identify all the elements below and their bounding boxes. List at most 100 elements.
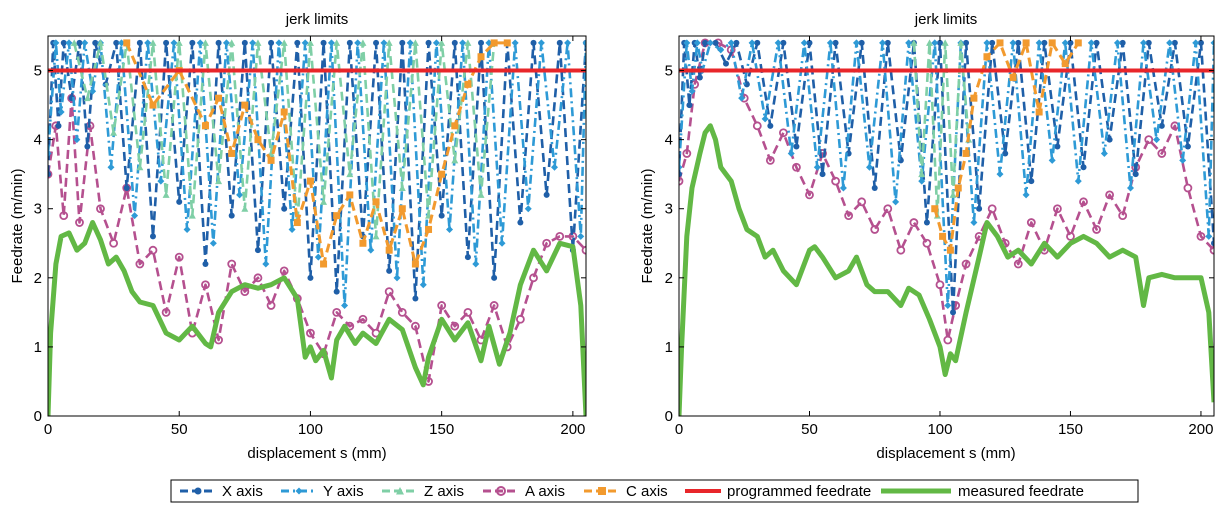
left-z-axis-point <box>96 39 104 46</box>
left-z-axis-point <box>398 184 406 191</box>
left-a-axis-point <box>135 259 145 269</box>
left-x-axis-point <box>76 39 83 46</box>
left-z-axis-point <box>280 39 288 46</box>
left-y-axis-point <box>157 177 165 185</box>
left-c-axis-point <box>267 156 275 164</box>
legend-label-programmed-feedrate: programmed feedrate <box>727 483 871 500</box>
left-x-axis-point <box>55 122 62 129</box>
left-x-axis-point <box>386 267 393 274</box>
left-y-axis-point <box>131 212 139 220</box>
left-y-axis-point <box>537 39 545 47</box>
left-a-axis-point <box>59 211 69 221</box>
left-z-axis-point <box>83 94 91 102</box>
left-chart: jerk limits 0 50 100 150 200 0 1 2 3 4 5 displacem… <box>9 11 587 462</box>
right-y-axis-point <box>1179 156 1187 164</box>
left-x-axis-point <box>268 39 275 46</box>
right-y-axis-point <box>866 163 874 171</box>
left-x-tick-label: 150 <box>429 421 454 438</box>
left-a-axis-point <box>542 238 552 248</box>
left-y-axis-limit-line <box>48 41 586 307</box>
left-x-axis-point <box>123 185 130 191</box>
right-a-axis-point <box>1079 197 1088 207</box>
left-x-axis-point <box>320 39 327 46</box>
right-x-axis-point <box>1080 164 1087 171</box>
left-x-axis-point <box>412 295 419 302</box>
right-y-axis-point <box>918 177 926 185</box>
right-a-axis-point <box>831 176 840 186</box>
left-z-axis-limit-line <box>72 41 496 238</box>
right-y-axis-point <box>1113 39 1121 47</box>
right-y-axis-point <box>748 39 756 47</box>
left-x-axis-point <box>530 39 537 46</box>
left-y-tick-label: 5 <box>34 63 42 80</box>
left-c-axis-point <box>241 101 249 109</box>
right-x-axis-point <box>976 205 983 212</box>
left-y-tick-label: 0 <box>34 408 42 425</box>
right-x-axis-point <box>1093 39 1100 46</box>
right-y-axis-point <box>931 39 939 47</box>
left-a-axis-point <box>214 335 223 345</box>
left-z-axis-point <box>385 39 393 46</box>
right-a-axis-point <box>792 162 801 172</box>
right-x-axis-point <box>1054 143 1061 150</box>
left-z-axis-point <box>215 177 223 185</box>
left-c-axis-point <box>385 246 393 254</box>
left-c-axis-point <box>438 170 446 178</box>
right-y-axis-point <box>693 39 701 47</box>
right-y-axis-point <box>1205 232 1213 240</box>
right-c-axis-point <box>1074 39 1082 47</box>
left-c-axis-point <box>451 122 459 130</box>
right-x-axis-point <box>1067 39 1074 46</box>
left-a-axis-point <box>279 266 289 276</box>
left-z-axis-point <box>477 191 485 198</box>
right-a-axis-point <box>778 128 788 138</box>
right-a-axis-limit-line <box>679 41 1214 342</box>
left-x-axis-point <box>60 39 67 46</box>
right-y-axis-point <box>761 115 769 123</box>
left-y-axis-point <box>275 39 283 47</box>
right-x-axis-point <box>702 39 709 46</box>
right-x-axis-point <box>884 39 891 46</box>
right-a-axis-point <box>1105 190 1115 200</box>
left-z-axis-point <box>175 39 183 46</box>
right-x-axis-point <box>754 39 761 46</box>
left-y-axis-point <box>432 39 440 47</box>
right-c-axis-point <box>970 94 978 102</box>
left-y-axis-point <box>341 301 349 309</box>
left-z-axis-point <box>136 163 144 171</box>
right-c-axis-point <box>931 205 939 213</box>
left-a-axis-point <box>515 314 525 324</box>
legend-label-z-axis: Z axis <box>424 483 464 500</box>
left-z-axis-point <box>254 39 262 46</box>
right-y-axis-point <box>787 149 795 157</box>
left-y-axis-point <box>262 260 270 268</box>
right-c-axis-point <box>946 246 954 254</box>
right-a-axis-point <box>1183 183 1193 193</box>
right-y-axis-point <box>1087 39 1095 47</box>
left-y-axis-point <box>577 232 585 240</box>
left-y-axis-point <box>301 39 309 47</box>
left-x-axis-point <box>517 219 524 226</box>
left-z-axis-point <box>188 212 196 219</box>
left-x-axis-point <box>464 254 471 261</box>
right-y-axis-point <box>1153 136 1161 144</box>
right-z-axis-point <box>918 170 926 178</box>
right-x-axis-point <box>1119 39 1126 46</box>
right-x-axis-point <box>1028 178 1035 185</box>
right-y-tick-label: 3 <box>665 201 673 218</box>
left-y-axis-point <box>564 39 572 47</box>
left-x-axis-point <box>215 39 222 46</box>
left-z-axis-point <box>372 232 380 240</box>
right-a-axis-point <box>987 204 997 214</box>
left-x-axis-point <box>556 39 563 46</box>
left-y-axis-point <box>196 39 204 47</box>
left-y-tick-label: 2 <box>34 270 42 287</box>
right-x-tick-label: 0 <box>675 421 683 438</box>
left-x-axis-point <box>136 39 143 46</box>
left-x-axis-point <box>425 39 432 46</box>
left-c-axis-point <box>215 94 223 102</box>
right-a-axis-point <box>1026 218 1036 227</box>
right-a-axis-point <box>1092 225 1101 234</box>
right-x-axis-point <box>819 171 826 178</box>
legend-label-a-axis: A axis <box>525 483 565 500</box>
